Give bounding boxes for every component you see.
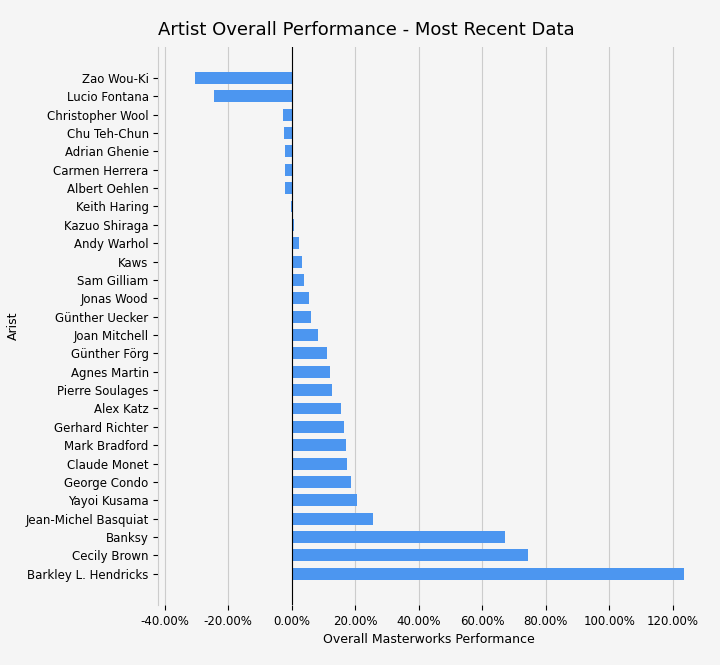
Bar xyxy=(292,274,304,286)
Bar xyxy=(284,146,292,158)
Bar xyxy=(292,549,528,561)
Bar xyxy=(285,164,292,176)
Text: Artist Overall Performance - Most Recent Data: Artist Overall Performance - Most Recent… xyxy=(158,21,575,39)
Bar xyxy=(292,366,330,378)
Bar xyxy=(292,347,327,359)
Bar xyxy=(284,127,292,139)
Bar xyxy=(292,494,357,506)
Bar xyxy=(292,440,346,451)
Bar xyxy=(195,72,292,84)
Bar xyxy=(292,513,373,525)
Bar xyxy=(283,108,292,120)
Bar xyxy=(292,476,351,488)
Bar xyxy=(214,90,292,102)
Bar xyxy=(292,237,299,249)
Bar xyxy=(285,182,292,194)
Bar xyxy=(292,255,302,267)
Bar xyxy=(292,219,294,231)
Bar xyxy=(292,568,684,580)
Bar xyxy=(292,402,341,414)
X-axis label: Overall Masterworks Performance: Overall Masterworks Performance xyxy=(323,634,534,646)
Y-axis label: Arist: Arist xyxy=(6,312,19,340)
Bar xyxy=(292,329,318,341)
Bar xyxy=(292,421,344,433)
Bar xyxy=(292,311,311,323)
Bar xyxy=(292,293,310,305)
Bar xyxy=(292,384,331,396)
Bar xyxy=(292,531,505,543)
Bar xyxy=(292,458,347,469)
